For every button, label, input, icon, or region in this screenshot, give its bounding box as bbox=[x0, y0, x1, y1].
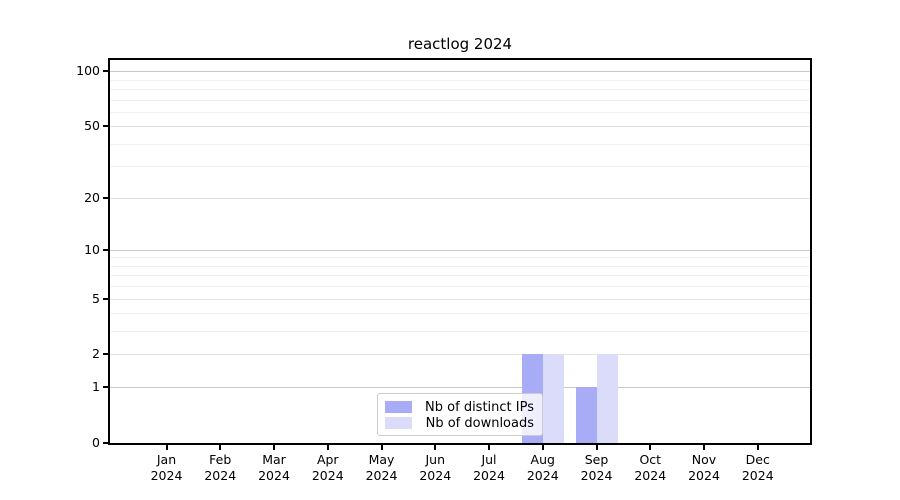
gridline-y-8 bbox=[110, 265, 810, 267]
gridline-y-70 bbox=[110, 99, 810, 101]
x-tick-label-sep: Sep 2024 bbox=[580, 452, 613, 483]
x-tick-mark-nov bbox=[703, 443, 705, 450]
x-tick-label-mar: Mar 2024 bbox=[258, 452, 290, 483]
x-tick-label-oct: Oct 2024 bbox=[634, 452, 667, 483]
bar-sep-distinct-ips bbox=[575, 387, 597, 443]
legend-swatch-icon bbox=[385, 401, 412, 413]
gridline-y-4 bbox=[110, 313, 810, 315]
y-tick-label-20: 20 bbox=[84, 189, 100, 205]
x-tick-label-dec: Dec 2024 bbox=[741, 452, 774, 483]
gridline-y-7 bbox=[110, 275, 810, 277]
x-tick-mark-jan bbox=[165, 443, 168, 450]
legend-swatch-icon bbox=[385, 417, 412, 429]
x-tick-mark-dec bbox=[756, 443, 759, 450]
gridline-y-5 bbox=[110, 298, 810, 300]
x-tick-label-nov: Nov 2024 bbox=[688, 452, 720, 483]
y-tick-label-50: 50 bbox=[84, 118, 100, 134]
gridline-y-20 bbox=[110, 197, 810, 199]
x-tick-mark-may bbox=[380, 443, 383, 450]
y-tick-label-10: 10 bbox=[84, 241, 100, 257]
gridline-y-90 bbox=[110, 79, 810, 81]
gridline-y-3 bbox=[110, 331, 810, 333]
y-tick-mark-20 bbox=[103, 196, 110, 199]
gridline-y-10 bbox=[110, 249, 810, 251]
x-tick-label-may: May 2024 bbox=[365, 452, 398, 483]
y-tick-label-2: 2 bbox=[92, 346, 100, 362]
plot-area bbox=[108, 58, 812, 445]
x-tick-label-apr: Apr 2024 bbox=[311, 452, 344, 483]
x-tick-label-jul: Jul 2024 bbox=[473, 452, 505, 483]
x-tick-label-jun: Jun 2024 bbox=[419, 452, 452, 483]
y-tick-label-5: 5 bbox=[92, 290, 100, 306]
gridline-y-1 bbox=[110, 387, 810, 389]
gridline-y-6 bbox=[110, 286, 810, 288]
y-tick-label-100: 100 bbox=[76, 63, 100, 79]
y-tick-mark-1 bbox=[103, 386, 110, 389]
gridline-y-9 bbox=[110, 257, 810, 259]
gridline-y-60 bbox=[110, 111, 810, 113]
gridline-y-30 bbox=[110, 166, 810, 168]
x-tick-mark-feb bbox=[219, 443, 222, 450]
y-tick-mark-5 bbox=[103, 297, 110, 300]
bar-sep-downloads bbox=[596, 354, 618, 443]
gridline-y-80 bbox=[110, 88, 810, 90]
x-tick-mark-sep bbox=[595, 443, 598, 450]
legend-item: Nb of downloads bbox=[385, 415, 534, 431]
x-tick-mark-mar bbox=[273, 443, 275, 450]
legend-label: Nb of distinct IPs bbox=[425, 399, 534, 415]
legend-item: Nb of distinct IPs bbox=[385, 399, 534, 415]
y-tick-mark-100 bbox=[103, 70, 110, 73]
legend-label: Nb of downloads bbox=[425, 415, 534, 431]
gridline-y-40 bbox=[110, 143, 810, 145]
chart-title: reactlog 2024 bbox=[407, 35, 513, 53]
x-tick-mark-aug bbox=[541, 443, 544, 450]
x-tick-mark-apr bbox=[326, 443, 329, 450]
x-tick-mark-jul bbox=[488, 443, 490, 450]
legend: Nb of distinct IPs Nb of downloads bbox=[377, 393, 543, 436]
gridline-y-50 bbox=[110, 126, 810, 128]
gridline-y-2 bbox=[110, 354, 810, 356]
y-tick-mark-0 bbox=[103, 442, 110, 444]
gridline-y-100 bbox=[110, 71, 810, 73]
x-tick-label-feb: Feb 2024 bbox=[204, 452, 237, 483]
y-tick-mark-2 bbox=[103, 353, 110, 356]
y-tick-mark-10 bbox=[103, 248, 110, 251]
x-tick-label-aug: Aug 2024 bbox=[526, 452, 559, 483]
x-tick-mark-jun bbox=[434, 443, 437, 450]
y-tick-mark-50 bbox=[103, 125, 110, 128]
y-tick-label-1: 1 bbox=[92, 379, 100, 395]
y-tick-label-0: 0 bbox=[92, 435, 100, 450]
bar-aug-downloads bbox=[542, 354, 564, 443]
x-tick-label-jan: Jan 2024 bbox=[150, 452, 183, 483]
x-tick-mark-oct bbox=[649, 443, 652, 450]
